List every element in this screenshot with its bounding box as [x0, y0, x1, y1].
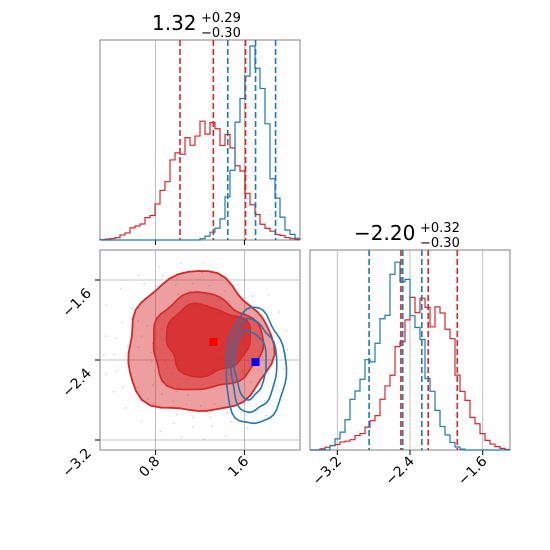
panel2-sample-dot [140, 335, 143, 337]
panel3-title-minus: −0.30 [420, 236, 460, 251]
panel2-sample-dot [146, 325, 149, 327]
panel2-sample-dot [213, 403, 216, 406]
panel2-sample-dot [209, 416, 212, 418]
panel1-hist-blue [100, 45, 300, 241]
panel2-sample-dot [192, 416, 194, 419]
panel2-sample-dot [105, 335, 107, 337]
panel2-sample-dot [137, 320, 140, 322]
panel2-sample-dot [192, 282, 194, 285]
panel1-hist-red [99, 120, 300, 241]
panel2-sample-dot [140, 420, 143, 423]
panel2-blue-contour-outer [225, 306, 288, 425]
panel2-sample-dot [147, 398, 150, 400]
panel2-tick-label-x-1: 1.6 [225, 453, 252, 480]
panel2-sample-dot [265, 415, 268, 417]
panel2-sample-dot [159, 430, 161, 433]
panel2-marker-blue [251, 358, 260, 366]
panel2-sample-dot [251, 295, 254, 297]
panel2-sample-dot [151, 384, 154, 387]
panel2-sample-dot [203, 438, 205, 440]
panel3-tick-label-x-1: −2.4 [382, 453, 417, 488]
panel2-sample-dot [286, 348, 289, 351]
panel2-sample-dot [154, 369, 156, 372]
panel2-sample-dot [191, 426, 194, 428]
panel2-sample-dot [154, 316, 157, 319]
panel2-sample-dot [124, 407, 127, 409]
panel2-sample-dot [103, 354, 105, 356]
panel2-sample-dot [180, 261, 182, 264]
panel2-sample-dot [267, 372, 270, 375]
panel2-sample-dot [158, 266, 160, 268]
panel2-sample-dot [187, 394, 189, 397]
panel2-sample-dot [112, 390, 115, 393]
panel2-sample-dot [175, 413, 178, 416]
panel2-blue-contour-middle [229, 317, 278, 414]
panel3-tick-label-x-0: −3.2 [310, 454, 345, 489]
panel2-sample-dot [105, 304, 107, 306]
panel2-sample-dot [246, 427, 249, 429]
panel2-sample-dot [257, 369, 260, 372]
panel2-sample-dot [267, 294, 270, 296]
panel2-blue-contour-inner [233, 329, 267, 401]
panel2-frame [99, 249, 301, 451]
panel2-sample-dot [225, 434, 227, 437]
panel2-sample-dot [263, 400, 266, 402]
panel2-sample-dot [131, 308, 133, 310]
panel2-sample-dot [143, 296, 146, 299]
panel2-tick-label-y-2: −3.2 [59, 446, 94, 481]
panel2-sample-dot [262, 356, 264, 358]
panel2-sample-dot [161, 393, 163, 395]
panel2-sample-dot [137, 346, 140, 349]
panel1-title-value: 1.32 [152, 11, 197, 35]
panel2-sample-dot [105, 372, 108, 375]
panel2-sample-dot [137, 274, 140, 277]
panel2-sample-dot [175, 284, 177, 286]
panel2-sample-dot [127, 345, 129, 348]
panel2-sample-dot [115, 337, 118, 339]
panel2-sample-dot [185, 403, 188, 406]
panel2-contours [127, 270, 288, 425]
panel3-title-value: −2.20 [354, 221, 415, 245]
panel2-sample-dot [121, 321, 124, 324]
panel1-title-plus: +0.29 [201, 11, 241, 26]
panel2-sample-dot [177, 293, 180, 295]
panel2-sample-dot [201, 271, 203, 274]
panel2-sample-dot [172, 399, 175, 402]
panel2-sample-dot [113, 353, 116, 356]
panel2-sample-dot [230, 420, 233, 423]
panel1-title-minus: −0.30 [201, 26, 241, 41]
panel2-sample-dot [250, 381, 252, 384]
panel2-tick-label-y-1: −2.4 [59, 365, 94, 400]
panel3-tick-label-x-2: −1.6 [455, 453, 490, 488]
panel2-sample-dot [150, 351, 152, 354]
panel2-sample-dot [158, 288, 161, 291]
panel2-sample-dot [172, 422, 175, 425]
panel2-marker-red [209, 338, 218, 346]
panel2-sample-dot [278, 311, 281, 313]
panel2-sample-dot [208, 284, 211, 287]
panel2-sample-dot [122, 386, 124, 389]
panel2-tick-label-y-0: −1.6 [59, 285, 94, 320]
panel2-sample-dot [211, 425, 213, 428]
panel3-title-plus: +0.32 [420, 221, 460, 236]
panel2-sample-dot [202, 262, 205, 264]
panel2-sample-dot [283, 367, 285, 370]
panel2-tick-label-x-0: 0.8 [136, 454, 163, 481]
panel2-sample-dot [176, 390, 179, 393]
panel2-sample-dot [285, 329, 287, 332]
panel2-sample-dot [143, 282, 145, 285]
panel2-sample-dot [275, 385, 277, 387]
panel2-sample-dot [119, 287, 122, 290]
panel3-hist-blue [310, 261, 510, 451]
panel2-sample-dot [137, 386, 139, 389]
panel2-sample-dot [223, 290, 226, 293]
panel2-sample-dot [150, 360, 153, 363]
panel2-sample-dot [161, 275, 164, 277]
panel2-sample-dot [199, 405, 202, 407]
panel2-sample-dot [226, 412, 228, 414]
panel2-sample-dot [180, 436, 183, 439]
panel2-sample-dot [237, 284, 239, 286]
panel2-sample-dot [115, 370, 118, 373]
